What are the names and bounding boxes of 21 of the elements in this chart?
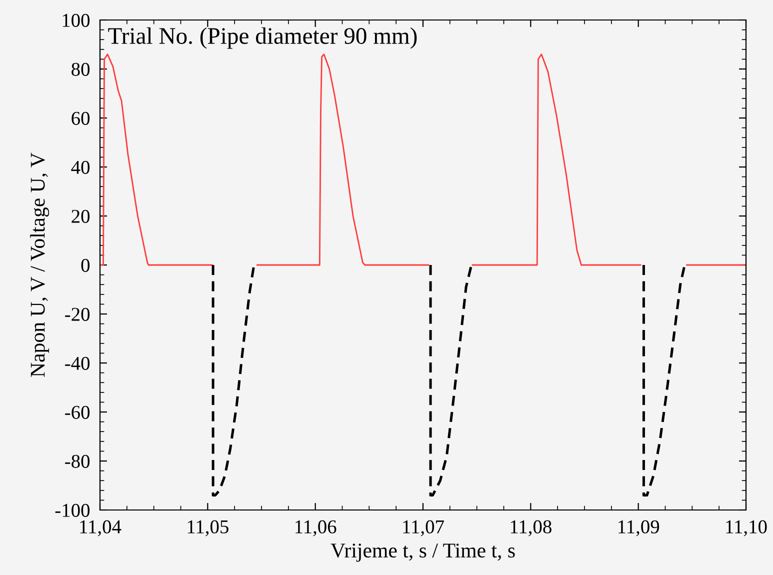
y-tick-label: 60 (72, 112, 90, 125)
x-tick-label: 11,10 (726, 520, 767, 536)
x-tick-label: 11,07 (403, 520, 444, 536)
x-tick-label: 11,05 (188, 520, 228, 536)
x-axis-title: Vrijeme t, s / Time t, s (330, 544, 515, 562)
y-tick-label: -40 (65, 356, 90, 370)
x-tick-label: 11,08 (510, 520, 552, 536)
y-tick-label: 100 (62, 14, 90, 27)
y-tick-label: -100 (55, 504, 90, 517)
y-tick-label: -80 (65, 454, 90, 468)
x-tick-label: 11,04 (80, 520, 122, 536)
annotation: Trial No. (Pipe diameter 90 mm) (108, 27, 417, 49)
x-tick-label: 11,06 (296, 520, 336, 536)
x-tick-label: 11,09 (618, 520, 660, 536)
y-tick-label: 20 (72, 210, 90, 223)
y-tick-label: -60 (65, 406, 90, 419)
y-tick-label: 0 (81, 258, 90, 272)
y-tick-label: -20 (65, 308, 90, 321)
y-tick-label: 80 (72, 62, 90, 76)
y-axis-title: Napon U, V / Voltage U, V (30, 152, 50, 377)
y-tick-label: 40 (71, 160, 90, 174)
